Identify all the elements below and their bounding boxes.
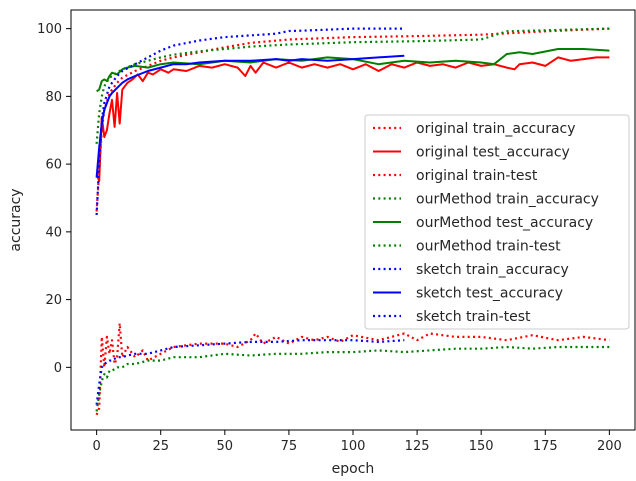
y-tick-label: 40: [45, 225, 62, 240]
x-tick-label: 25: [152, 439, 169, 454]
legend-entry: sketch train-test: [416, 309, 531, 325]
x-tick-label: 150: [469, 439, 494, 454]
x-tick-label: 100: [341, 439, 366, 454]
y-tick-label: 100: [37, 22, 62, 37]
legend-entry: original test_accuracy: [416, 145, 570, 161]
y-tick-label: 20: [45, 293, 62, 308]
x-tick-label: 0: [92, 439, 100, 454]
y-axis: 0 20 40 60 80 100: [37, 22, 71, 376]
series-line-6: [97, 347, 610, 411]
legend-entry: sketch train_accuracy: [416, 262, 569, 278]
legend-entry: original train-test: [416, 168, 538, 184]
legend-entry: ourMethod train-test: [416, 239, 561, 255]
x-tick-label: 175: [533, 439, 558, 454]
series-line-8: [97, 56, 405, 178]
x-axis-label: epoch: [332, 461, 375, 477]
y-tick-label: 0: [54, 361, 62, 376]
legend-entry: original train_accuracy: [416, 121, 576, 137]
series-line-7: [97, 29, 405, 215]
x-axis: 0 25 50 75 100 125 150 175 200: [92, 430, 621, 454]
x-tick-label: 75: [281, 439, 298, 454]
x-tick-label: 50: [217, 439, 234, 454]
series-line-3: [97, 323, 610, 415]
x-tick-label: 200: [597, 439, 622, 454]
x-tick-label: 125: [405, 439, 430, 454]
legend-entry: ourMethod train_accuracy: [416, 192, 599, 208]
y-tick-label: 60: [45, 158, 62, 173]
legend-entry: ourMethod test_accuracy: [416, 215, 593, 231]
legend-entry: sketch test_accuracy: [416, 286, 563, 302]
legend: original train_accuracy original test_acc…: [365, 115, 629, 329]
y-axis-label: accuracy: [8, 188, 24, 251]
y-tick-label: 80: [45, 90, 62, 105]
